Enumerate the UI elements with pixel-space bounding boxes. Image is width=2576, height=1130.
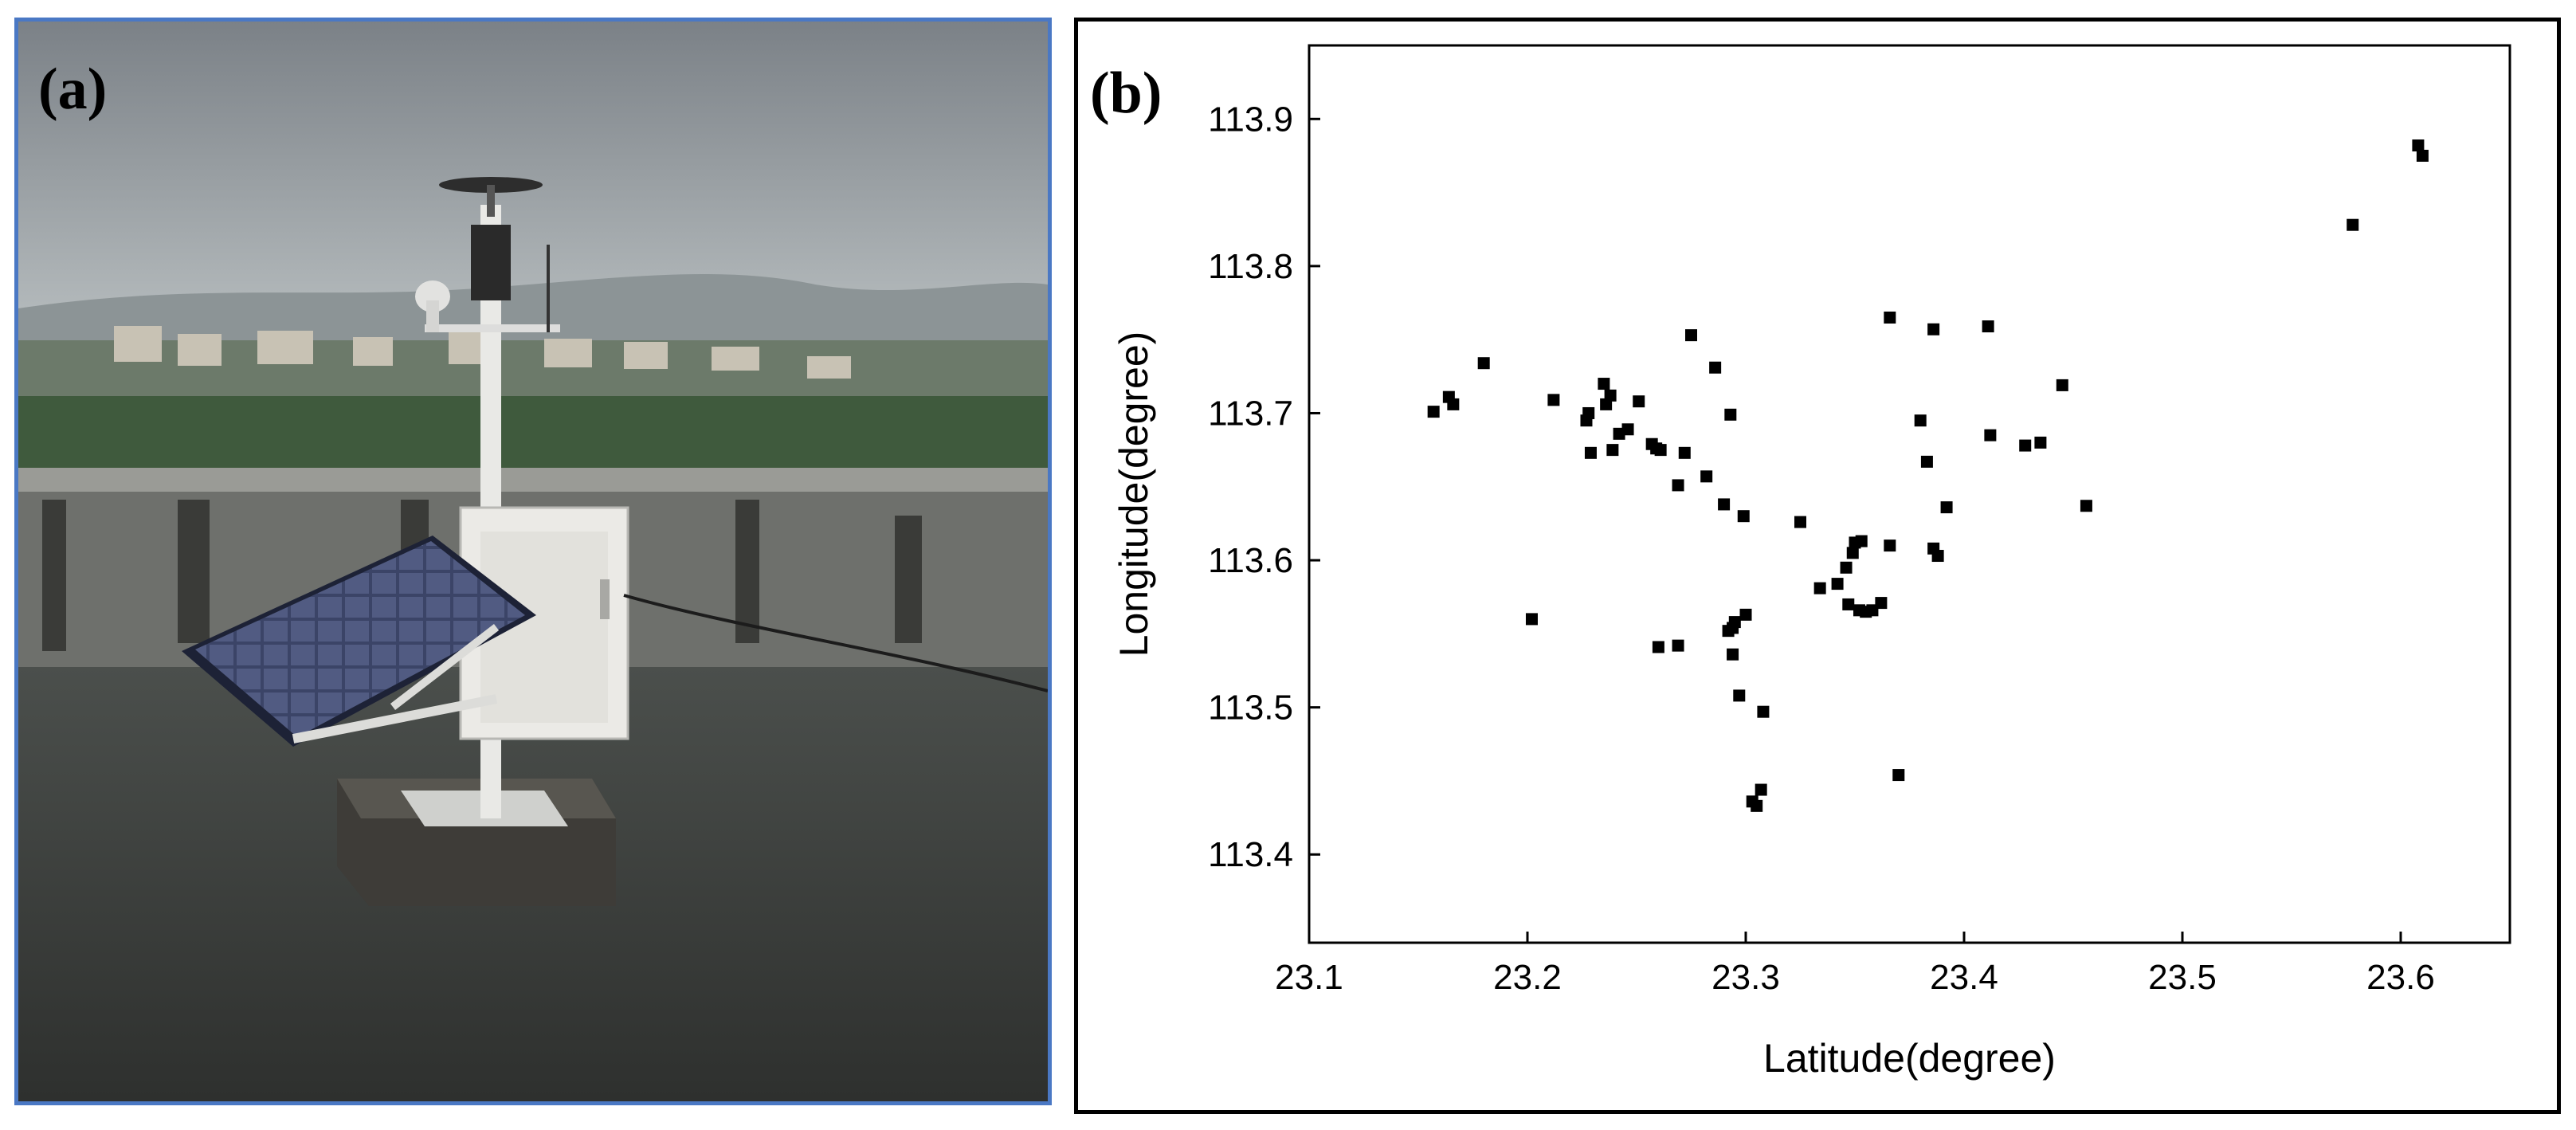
panel-b-label: (b) [1090, 61, 1163, 126]
panel-a-label: (a) [38, 57, 108, 122]
station-photo-illustration [18, 22, 1048, 1101]
station-photo [14, 18, 1052, 1105]
scatter-chart-panel [1074, 18, 2561, 1114]
